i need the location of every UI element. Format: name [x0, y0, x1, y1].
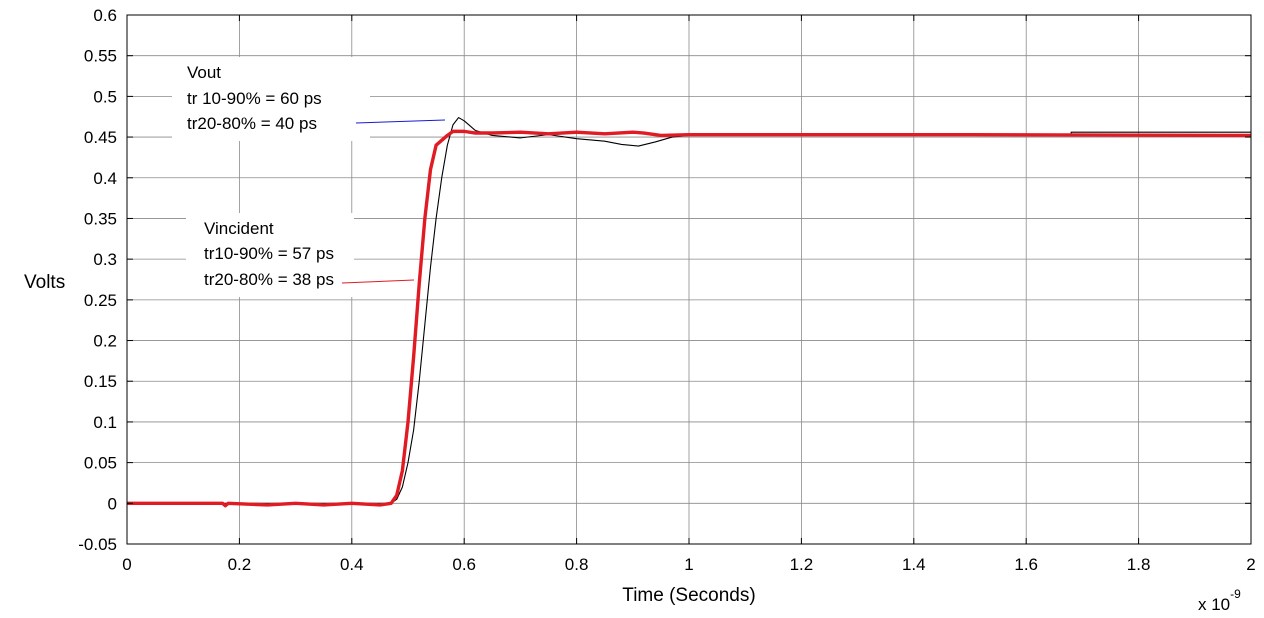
- vout-label: Vout: [187, 63, 221, 82]
- x-tick-label: 0.2: [228, 555, 252, 574]
- y-tick-label: -0.05: [78, 535, 117, 554]
- vincident-line: [127, 129, 1252, 508]
- vincident-pointer-line: [341, 279, 415, 284]
- y-tick-label: 0.1: [93, 413, 117, 432]
- x-tick-label: 0: [122, 555, 131, 574]
- y-tick-label: 0.2: [93, 332, 117, 351]
- x-tick-label: 0.8: [565, 555, 589, 574]
- y-tick-label: 0.4: [93, 169, 117, 188]
- x-tick-label: 1: [684, 555, 693, 574]
- y-tick-label: 0.5: [93, 87, 117, 106]
- vout-rise-time-20-80: tr20-80% = 40 ps: [187, 114, 317, 133]
- x-tick-label: 1.6: [1014, 555, 1038, 574]
- x-axis-label: Time (Seconds): [622, 585, 755, 606]
- x-tick-label: 1.8: [1127, 555, 1151, 574]
- y-tick-label: 0.55: [84, 47, 117, 66]
- x-tick-label: 1.2: [790, 555, 814, 574]
- y-tick-label: 0.6: [93, 6, 117, 25]
- vout-pointer-line: [355, 119, 446, 124]
- x-tick-label: 1.4: [902, 555, 926, 574]
- x-axis-multiplier: x 10-9: [1198, 587, 1241, 614]
- vincident-label: Vincident: [204, 219, 274, 238]
- y-tick-label: 0.35: [84, 209, 117, 228]
- y-tick-label: 0.3: [93, 250, 117, 269]
- tick-labels: 0 0.2 0.4 0.6 0.8 1 1.2 1.4 1.6 1.8 2 -0.05 0 0.05 0.1…: [78, 6, 1255, 574]
- y-tick-label: 0.25: [84, 291, 117, 310]
- x-tick-label: 0.6: [452, 555, 476, 574]
- vout-rise-time-10-90: tr 10-90% = 60 ps: [187, 89, 322, 108]
- series-layer: [127, 116, 1252, 508]
- y-tick-label: 0.15: [84, 372, 117, 391]
- x-tick-label: 2: [1246, 555, 1255, 574]
- ticks: [126, 14, 1252, 545]
- x-axis-multiplier-exponent: -9: [1230, 587, 1241, 601]
- x-axis-multiplier-base: x 10: [1198, 595, 1230, 614]
- x-tick-label: 0.4: [340, 555, 364, 574]
- y-tick-label: 0: [108, 494, 117, 513]
- y-tick-label: 0.45: [84, 128, 117, 147]
- y-tick-label: 0.05: [84, 454, 117, 473]
- vincident-rise-time-20-80: tr20-80% = 38 ps: [204, 270, 334, 289]
- annotation-vout: Vout tr 10-90% = 60 ps tr20-80% = 40 ps: [172, 57, 446, 141]
- annotation-vincident: Vincident tr10-90% = 57 ps tr20-80% = 38…: [186, 213, 415, 297]
- vincident-rise-time-10-90: tr10-90% = 57 ps: [204, 244, 334, 263]
- y-axis-label: Volts: [24, 272, 65, 293]
